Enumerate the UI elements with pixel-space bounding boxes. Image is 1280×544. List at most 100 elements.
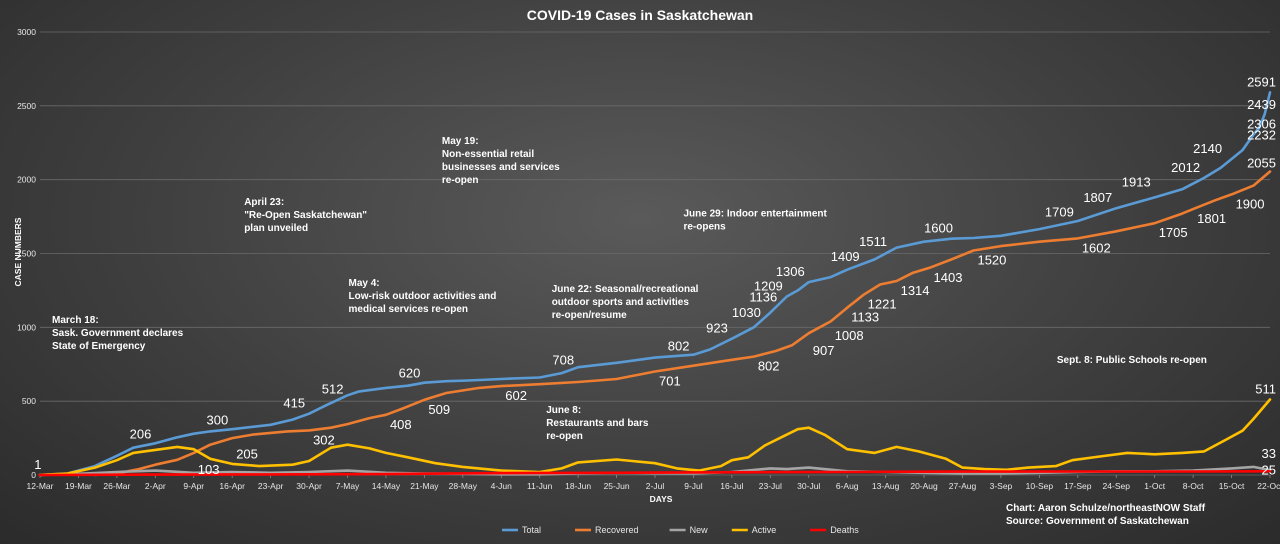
annotation-line: Sask. Government declares — [52, 328, 184, 339]
data-label-total-1409: 1409 — [831, 249, 860, 264]
x-tick-11-jun: 11-Jun — [527, 481, 553, 491]
annotation-line: May 4: — [349, 278, 380, 289]
data-label-total-708: 708 — [552, 352, 574, 367]
x-tick-23-apr: 23-Apr — [258, 481, 284, 491]
data-label-recovered-205: 205 — [236, 447, 258, 462]
x-tick-20-aug: 20-Aug — [910, 481, 938, 491]
x-tick-13-aug: 13-Aug — [872, 481, 900, 491]
data-label-recovered-1314: 1314 — [901, 283, 930, 298]
data-label-total-1807: 1807 — [1083, 190, 1112, 205]
y-tick-500: 500 — [22, 396, 36, 406]
x-tick-8-oct: 8-Oct — [1183, 481, 1204, 491]
annotation-line: re-opens — [683, 222, 726, 233]
data-label-total-2591: 2591 — [1247, 74, 1276, 89]
x-tick-27-aug: 27-Aug — [949, 481, 977, 491]
x-tick-25-jun: 25-Jun — [604, 481, 630, 491]
y-tick-2500: 2500 — [17, 101, 36, 111]
annotation-line: May 19: — [442, 136, 479, 147]
x-tick-19-mar: 19-Mar — [65, 481, 92, 491]
data-label-recovered-2055: 2055 — [1247, 156, 1276, 171]
data-label-total-1: 1 — [34, 457, 41, 472]
legend-label-recovered: Recovered — [595, 525, 639, 535]
x-tick-4-jun: 4-Jun — [491, 481, 513, 491]
legend-label-deaths: Deaths — [830, 525, 859, 535]
annotation-line: State of Emergency — [52, 341, 146, 352]
x-tick-15-oct: 15-Oct — [1219, 481, 1245, 491]
annotation-6: June 8: Restaurants and bars re-open — [546, 405, 649, 442]
data-label-total-300: 300 — [206, 413, 228, 428]
annotation-1: March 18: Sask. Government declares State … — [52, 315, 184, 352]
data-label-total-512: 512 — [322, 381, 344, 396]
x-tick-2-jul: 2-Jul — [646, 481, 665, 491]
data-label-total-206: 206 — [130, 427, 152, 442]
data-label-recovered-509: 509 — [428, 402, 450, 417]
x-tick-17-sep: 17-Sep — [1064, 481, 1092, 491]
x-tick-6-aug: 6-Aug — [836, 481, 859, 491]
data-label-recovered-1602: 1602 — [1082, 240, 1111, 255]
annotation-line: plan unveiled — [244, 223, 308, 234]
x-tick-23-jul: 23-Jul — [759, 481, 782, 491]
data-label-recovered-1900: 1900 — [1236, 196, 1265, 211]
data-label-recovered-103: 103 — [198, 462, 220, 477]
x-tick-22-oct: 22-Oct — [1257, 481, 1280, 491]
annotation-3: May 4: Low-risk outdoor activities and med… — [349, 278, 497, 315]
x-axis-title: DAYS — [650, 494, 673, 504]
legend-label-active: Active — [752, 525, 777, 535]
data-label-deaths-25: 25 — [1262, 462, 1276, 477]
annotation-line: June 8: — [546, 405, 581, 416]
data-label-recovered-602: 602 — [505, 388, 527, 403]
x-tick-7-may: 7-May — [336, 481, 360, 491]
y-tick-1000: 1000 — [17, 322, 36, 332]
x-tick-18-jun: 18-Jun — [565, 481, 591, 491]
annotation-line: Restaurants and bars — [546, 418, 649, 429]
credits: Chart: Aaron Schulze/northeastNOW Staff S… — [1006, 503, 1206, 527]
x-tick-14-may: 14-May — [372, 481, 401, 491]
data-label-total-1913: 1913 — [1122, 175, 1151, 190]
annotation-line: medical services re-open — [349, 304, 469, 315]
data-label-total-1209: 1209 — [754, 278, 783, 293]
annotation-line: re-open/resume — [552, 310, 627, 321]
y-axis-ticks: 0 500 1000 1500 2000 2500 3000 — [17, 27, 36, 480]
y-axis-title: CASE NUMBERS — [13, 217, 23, 286]
data-label-total-1600: 1600 — [924, 221, 953, 236]
gridlines — [40, 31, 1270, 476]
annotation-line: re-open — [546, 431, 583, 442]
chart-title: COVID-19 Cases in Saskatchewan — [527, 7, 753, 23]
annotation-4: May 19: Non-essential retail businesses an… — [442, 136, 560, 186]
data-label-total-2012: 2012 — [1171, 160, 1200, 175]
x-tick-12-mar: 12-Mar — [27, 481, 54, 491]
x-tick-1-oct: 1-Oct — [1144, 481, 1165, 491]
data-label-total-802: 802 — [668, 339, 690, 354]
annotation-line: Low-risk outdoor activities and — [349, 291, 497, 302]
x-tick-16-apr: 16-Apr — [219, 481, 245, 491]
data-label-recovered-1403: 1403 — [934, 270, 963, 285]
data-label-recovered-1705: 1705 — [1159, 225, 1188, 240]
series-lines — [38, 91, 1272, 477]
annotation-line: re-open — [442, 175, 479, 186]
annotation-line: outdoor sports and activities — [552, 297, 690, 308]
data-label-total-2439: 2439 — [1247, 97, 1276, 112]
data-label-new-33: 33 — [1262, 446, 1276, 461]
x-tick-24-sep: 24-Sep — [1103, 481, 1131, 491]
series-line-recovered — [93, 170, 1272, 477]
x-tick-2-apr: 2-Apr — [145, 481, 166, 491]
data-label-total-1030: 1030 — [732, 305, 761, 320]
y-tick-1500: 1500 — [17, 249, 36, 259]
data-label-recovered-1221: 1221 — [868, 297, 897, 312]
legend-label-total: Total — [522, 525, 541, 535]
data-label-total-415: 415 — [283, 396, 305, 411]
series-line-total — [38, 91, 1272, 477]
annotation-line: Sept. 8: Public Schools re-open — [1057, 355, 1207, 366]
series-line-active — [38, 398, 1272, 477]
y-tick-3000: 3000 — [17, 27, 36, 37]
annotation-line: April 23: — [244, 197, 284, 208]
x-tick-16-jul: 16-Jul — [720, 481, 743, 491]
data-label-total-620: 620 — [399, 365, 421, 380]
credit-line-1: Chart: Aaron Schulze/northeastNOW Staff — [1006, 503, 1206, 514]
data-label-recovered-1801: 1801 — [1197, 211, 1226, 226]
x-tick-28-may: 28-May — [449, 481, 478, 491]
legend: Total Recovered New Active Deaths — [502, 525, 859, 535]
data-label-total-1511: 1511 — [859, 234, 887, 249]
series-line-deaths — [38, 470, 1272, 477]
